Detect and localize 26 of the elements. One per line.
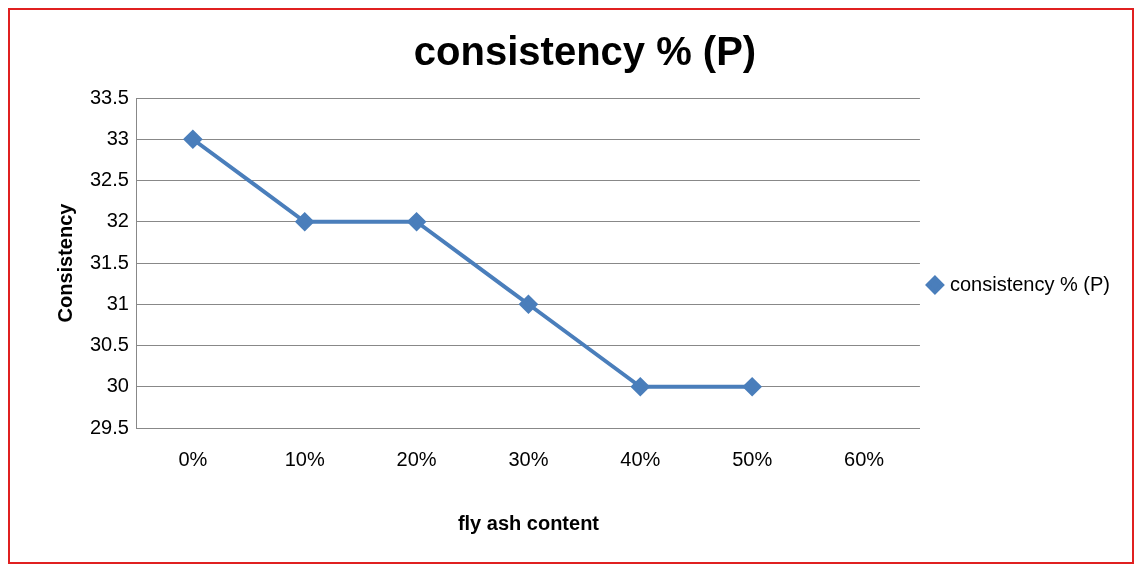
x-tick-label: 0% <box>178 447 208 470</box>
y-tick-label: 33.5 <box>89 85 129 108</box>
y-tick-label: 33 <box>106 126 129 149</box>
point <box>183 130 202 149</box>
x-tick-label: 40% <box>620 447 661 470</box>
x-tick-label: 10% <box>284 447 325 470</box>
y-tick-label: 31 <box>106 291 129 314</box>
x-tick-label: 50% <box>732 447 773 470</box>
x-tick-label: 30% <box>508 447 549 470</box>
point <box>743 377 762 396</box>
point <box>295 212 314 231</box>
y-tick-label: 30.5 <box>89 333 129 356</box>
x-tick-label: 20% <box>396 447 437 470</box>
chart-title: consistency % (P) <box>413 29 757 74</box>
y-tick-label: 30 <box>106 374 129 397</box>
y-tick-label: 29.5 <box>89 415 129 438</box>
y-tick-label: 31.5 <box>89 250 129 273</box>
point <box>407 212 426 231</box>
y-axis-title: Consistency <box>53 202 76 323</box>
point <box>519 295 538 314</box>
legend-label: consistency % (P) <box>949 272 1111 295</box>
y-tick-label: 32 <box>106 209 129 232</box>
y-tick-label: 32.5 <box>89 168 129 191</box>
x-axis-title: fly ash content <box>457 511 600 534</box>
point <box>631 377 650 396</box>
x-tick-label: 60% <box>844 447 885 470</box>
